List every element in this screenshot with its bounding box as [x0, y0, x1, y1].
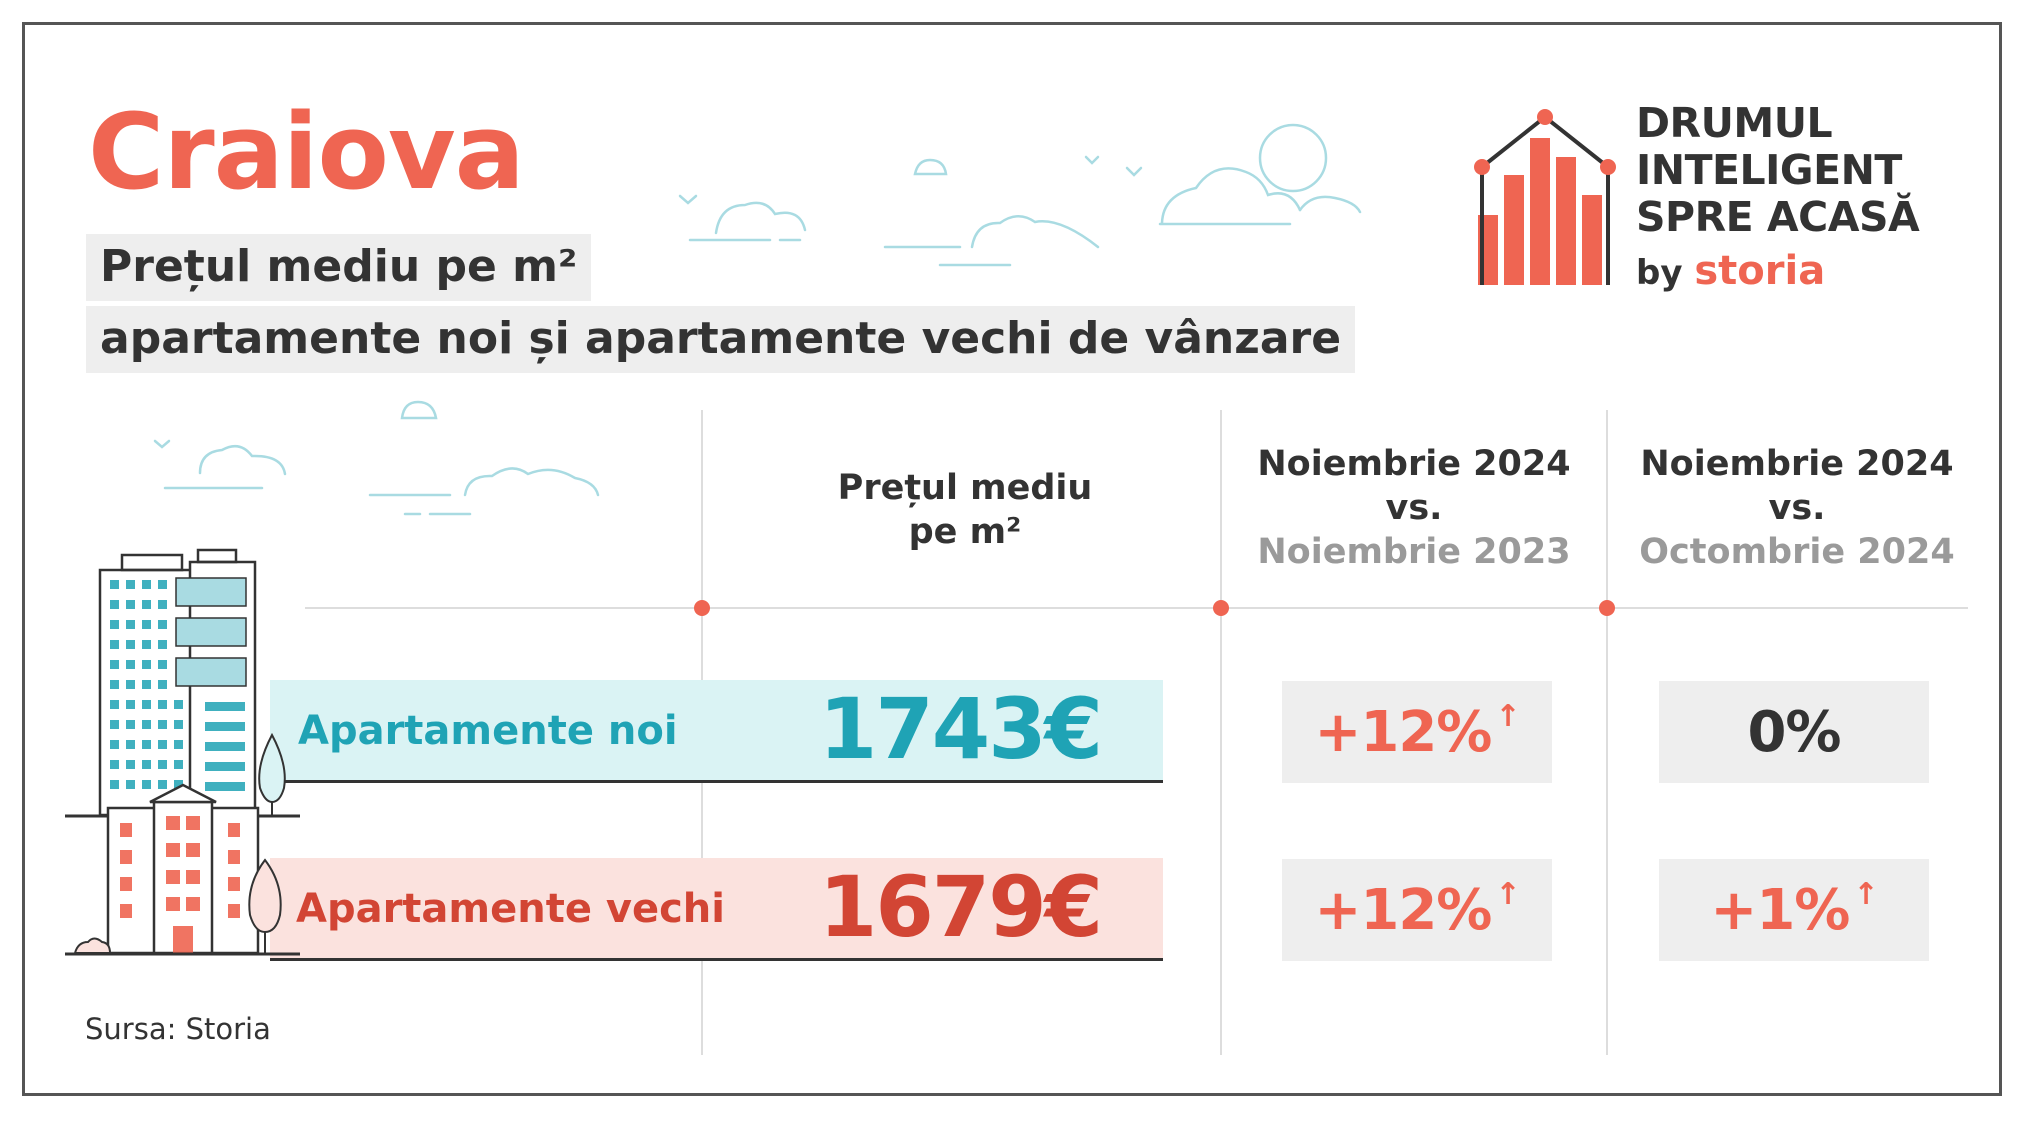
old-building-windows [120, 816, 240, 953]
change-mom-new: 0% [1659, 681, 1929, 783]
page-title: Craiova [88, 91, 525, 213]
storia-logo-chart-icon [1474, 109, 1616, 285]
subtitle-line-1: Prețul mediu pe m² [86, 234, 592, 301]
change-mom-old: +1% ↑ [1659, 859, 1929, 961]
change-yoy-new-value: +12% [1314, 699, 1492, 765]
arrow-up-icon: ↑ [1853, 876, 1878, 912]
bird-icon [153, 439, 171, 449]
logo-line-1: DRUMUL [1636, 99, 1833, 147]
tree-icon [258, 732, 286, 815]
bird-icon [678, 194, 698, 205]
column-header-yoy-line-2: vs. [1385, 488, 1443, 528]
source-note: Sursa: Storia [85, 1012, 271, 1046]
column-header-mom-line-2: vs. [1768, 488, 1826, 528]
cloud-icon [400, 400, 438, 420]
row-band-old [270, 858, 1163, 961]
buildings-illustration [65, 548, 300, 956]
arrow-up-icon: ↑ [1495, 876, 1520, 912]
column-header-price: Prețul mediu pe m² [740, 466, 1190, 554]
bush-icon [73, 937, 112, 954]
tree-icon [248, 858, 282, 953]
bird-icon [1084, 155, 1100, 165]
new-building-icon [98, 548, 257, 817]
arrow-up-icon: ↑ [1495, 698, 1520, 734]
column-header-mom: Noiembrie 2024 vs. Octombrie 2024 [1607, 442, 1987, 574]
cloud-icon [368, 467, 600, 516]
logo-wordmark: DRUMUL INTELIGENT SPRE ACASĂ [1636, 99, 1920, 241]
column-header-yoy-line-1: Noiembrie 2024 [1257, 444, 1571, 484]
column-header-mom-line-1: Noiembrie 2024 [1640, 444, 1954, 484]
new-building-windows [110, 580, 245, 791]
change-mom-new-value: 0% [1747, 699, 1841, 765]
row-band-new [270, 680, 1163, 783]
column-header-mom-line-3: Octombrie 2024 [1639, 532, 1955, 572]
change-mom-old-value: +1% [1710, 877, 1850, 943]
grid-marker [1599, 600, 1615, 616]
subtitle-line-2: apartamente noi și apartamente vechi de … [86, 306, 1356, 373]
column-header-yoy: Noiembrie 2024 vs. Noiembrie 2023 [1221, 442, 1607, 574]
column-header-price-line-2: pe m² [908, 512, 1022, 552]
cloud-icon [913, 158, 948, 176]
logo-by-text: by [1636, 253, 1683, 293]
column-header-price-line-1: Prețul mediu [837, 468, 1093, 508]
change-yoy-old: +12% ↑ [1282, 859, 1552, 961]
row-label-new: Apartamente noi [298, 708, 678, 754]
bird-icon [1125, 166, 1143, 177]
price-new: 1743€ [818, 680, 1103, 778]
change-yoy-old-value: +12% [1314, 877, 1492, 943]
row-label-old: Apartamente vechi [296, 886, 725, 932]
cloud-icon [883, 215, 1100, 267]
cloud-icon [688, 201, 807, 242]
column-header-yoy-line-3: Noiembrie 2023 [1257, 532, 1571, 572]
grid-marker [694, 600, 710, 616]
change-yoy-new: +12% ↑ [1282, 681, 1552, 783]
logo-byline: by storia [1636, 248, 1825, 294]
grid-marker [1213, 600, 1229, 616]
logo-line-3: SPRE ACASĂ [1636, 193, 1920, 241]
cloud-icon [163, 444, 287, 490]
logo-brand: storia [1694, 248, 1826, 294]
logo-line-2: INTELIGENT [1636, 146, 1902, 194]
cloud-icon [1158, 123, 1362, 226]
price-old: 1679€ [818, 858, 1103, 956]
